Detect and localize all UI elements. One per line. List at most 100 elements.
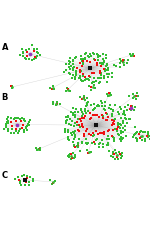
Point	[49, 86, 51, 90]
Point	[21, 47, 23, 51]
Point	[105, 56, 107, 60]
Point	[107, 106, 110, 110]
Point	[17, 131, 19, 135]
Point	[89, 117, 92, 121]
Point	[111, 114, 113, 118]
Point	[121, 121, 124, 125]
Point	[29, 119, 31, 122]
Point	[100, 99, 102, 102]
Point	[104, 108, 106, 112]
Point	[91, 141, 93, 145]
Point	[55, 103, 57, 107]
Point	[71, 133, 73, 136]
Point	[101, 62, 103, 66]
Point	[77, 117, 80, 121]
Point	[99, 71, 102, 75]
Point	[20, 120, 22, 123]
Point	[107, 69, 110, 72]
Point	[104, 100, 106, 104]
Point	[103, 108, 105, 111]
Point	[105, 54, 107, 57]
Point	[64, 115, 67, 119]
Point	[63, 127, 66, 130]
Point	[124, 124, 126, 128]
Point	[79, 149, 81, 153]
Point	[106, 134, 109, 138]
Point	[128, 94, 130, 98]
Point	[93, 71, 96, 74]
Point	[117, 110, 119, 114]
Point	[97, 132, 99, 136]
Point	[75, 73, 78, 77]
Point	[111, 72, 113, 75]
Point	[114, 148, 116, 152]
Point	[80, 108, 83, 112]
Point	[80, 78, 82, 82]
Point	[93, 76, 95, 80]
Point	[96, 61, 98, 65]
Point	[122, 111, 125, 115]
Point	[103, 105, 106, 108]
Point	[79, 74, 82, 77]
Point	[92, 57, 95, 61]
Point	[102, 53, 104, 56]
Point	[24, 183, 26, 187]
Point	[19, 179, 21, 183]
Point	[68, 122, 70, 126]
Point	[15, 127, 17, 131]
Point	[74, 121, 76, 125]
Point	[140, 129, 142, 133]
Point	[132, 52, 134, 56]
Point	[92, 108, 94, 112]
Point	[124, 116, 126, 120]
Point	[111, 118, 114, 122]
Point	[72, 65, 75, 69]
Point	[66, 87, 69, 90]
Point	[102, 57, 104, 61]
Point	[74, 56, 76, 60]
Point	[102, 114, 105, 118]
Point	[74, 76, 76, 79]
Point	[82, 125, 84, 129]
Point	[119, 65, 121, 69]
Point	[131, 104, 134, 107]
Point	[107, 143, 109, 146]
Point	[134, 106, 136, 109]
Point	[72, 73, 75, 77]
Point	[93, 52, 96, 55]
Point	[102, 116, 105, 120]
Point	[66, 88, 69, 92]
Point	[119, 127, 121, 130]
Point	[70, 156, 73, 160]
Point	[24, 119, 26, 123]
Point	[74, 56, 77, 59]
Point	[68, 71, 70, 75]
Point	[69, 72, 71, 75]
Point	[93, 102, 95, 106]
Point	[126, 108, 129, 111]
Point	[35, 146, 37, 150]
Point	[98, 115, 100, 119]
Point	[119, 57, 122, 61]
Point	[106, 80, 108, 84]
Point	[147, 130, 149, 134]
Point	[72, 151, 74, 155]
Point	[81, 114, 84, 118]
Point	[68, 156, 70, 159]
Point	[92, 51, 94, 55]
Point	[75, 107, 78, 111]
Point	[134, 136, 137, 140]
Point	[32, 179, 34, 183]
Point	[79, 117, 81, 121]
Point	[103, 67, 106, 71]
Point	[21, 116, 23, 120]
Point	[100, 113, 103, 117]
Point	[58, 102, 61, 106]
Point	[92, 80, 94, 84]
Point	[23, 130, 26, 134]
Point	[77, 143, 79, 147]
Point	[33, 57, 35, 60]
Point	[90, 85, 92, 89]
Point	[88, 78, 90, 82]
Point	[25, 50, 28, 54]
